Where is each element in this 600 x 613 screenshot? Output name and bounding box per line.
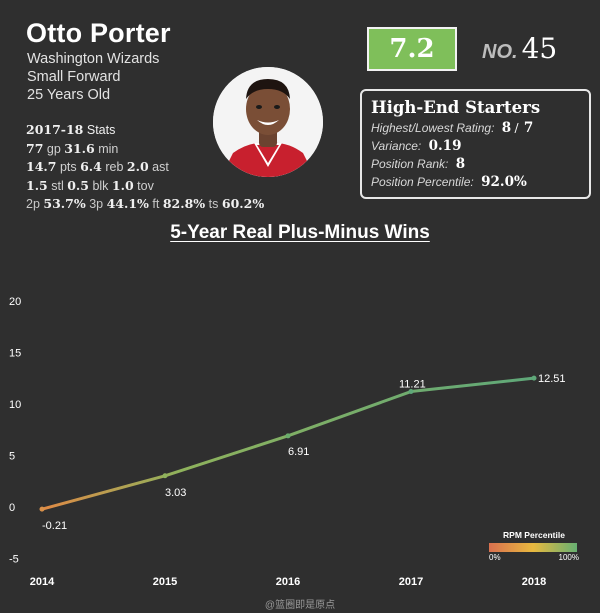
- rating-badge: 7.2: [367, 27, 457, 71]
- stat-pts: 14.7: [26, 159, 57, 175]
- stat-ft: 82.8%: [162, 196, 206, 212]
- stat-stl-label: stl: [51, 178, 64, 193]
- legend-gradient-bar: [489, 543, 577, 552]
- rank-number: 45: [521, 32, 558, 65]
- tier-lowest: 7: [523, 120, 534, 136]
- stat-blk-label: blk: [92, 178, 109, 193]
- stats-row-3: 1.5 stl 0.5 blk 1.0 tov: [26, 177, 264, 196]
- data-point: [531, 375, 537, 381]
- season: 2017-18: [26, 122, 84, 137]
- x-tick-label: 2015: [153, 576, 177, 588]
- tier-position-rank: 8: [455, 156, 466, 172]
- chart-title: 5-Year Real Plus-Minus Wins: [170, 222, 430, 243]
- tier-high-low-row: Highest/Lowest Rating: 8 / 7: [371, 119, 580, 137]
- stat-ts: 60.2%: [221, 196, 265, 212]
- legend-min-label: 0%: [489, 553, 501, 562]
- x-tick-label: 2016: [276, 576, 300, 588]
- tier-high-low-label: Highest/Lowest Rating:: [371, 121, 495, 135]
- stat-ast-label: ast: [152, 160, 169, 175]
- data-point: [162, 473, 168, 479]
- stats-block: 2017-18 Stats 77 gp 31.6 min 14.7 pts 6.…: [26, 121, 264, 214]
- player-name: Otto Porter: [26, 18, 171, 48]
- tier-variance-row: Variance: 0.19: [371, 137, 580, 155]
- stat-tov-label: tov: [137, 178, 154, 193]
- stats-row-4: 2p 53.7% 3p 44.1% ft 82.8% ts 60.2%: [26, 195, 264, 214]
- series-line: [41, 376, 535, 511]
- tier-title: High-End Starters: [371, 98, 541, 117]
- stat-ts-label: ts: [208, 197, 219, 212]
- overall-rank: NO. 45: [482, 32, 557, 65]
- data-point: [285, 433, 291, 439]
- legend: RPM Percentile 0% 100%: [489, 530, 579, 562]
- y-tick-label: 5: [9, 451, 15, 463]
- stat-reb: 6.4: [80, 159, 102, 175]
- data-label: 6.91: [288, 446, 309, 458]
- stats-season-row: 2017-18 Stats: [26, 121, 264, 140]
- data-label: 11.21: [399, 379, 426, 391]
- tier-position-rank-row: Position Rank: 8: [371, 155, 580, 173]
- tier-variance-label: Variance:: [371, 139, 422, 153]
- x-tick-label: 2018: [522, 576, 546, 588]
- stat-gp-label: gp: [46, 141, 61, 156]
- stat-gp: 77: [26, 140, 44, 156]
- stat-3p-label: 3p: [89, 197, 104, 212]
- y-tick-label: 15: [9, 348, 21, 360]
- tier-highest: 8: [501, 120, 512, 136]
- data-label: 3.03: [165, 487, 186, 499]
- stat-blk: 0.5: [67, 177, 89, 193]
- y-tick-label: -5: [9, 554, 19, 566]
- stat-2p-label: 2p: [26, 197, 40, 212]
- tier-position-percentile-label: Position Percentile:: [371, 175, 474, 189]
- player-position: Small Forward: [27, 69, 121, 85]
- tier-position-percentile-row: Position Percentile: 92.0%: [371, 173, 580, 191]
- tier-position-rank-label: Position Rank:: [371, 157, 449, 171]
- stat-ft-label: ft: [152, 197, 160, 212]
- stat-tov: 1.0: [111, 177, 134, 193]
- team-name: Washington Wizards: [27, 51, 160, 67]
- stat-stl: 1.5: [26, 177, 48, 193]
- player-avatar: [213, 67, 323, 177]
- stats-row-2: 14.7 pts 6.4 reb 2.0 ast: [26, 158, 264, 177]
- data-point: [39, 506, 45, 512]
- data-point: [408, 389, 414, 395]
- stat-2p: 53.7%: [43, 196, 86, 212]
- stat-pts-label: pts: [59, 160, 77, 175]
- tier-slash: /: [514, 121, 519, 135]
- stat-3p: 44.1%: [106, 196, 149, 212]
- watermark: @篮圈即是原点: [264, 600, 336, 611]
- rank-no-label: NO.: [482, 41, 518, 63]
- y-tick-label: 20: [9, 296, 21, 308]
- tier-card: High-End Starters Highest/Lowest Rating:…: [360, 89, 591, 199]
- y-tick-label: 0: [9, 502, 15, 514]
- x-tick-label: 2014: [30, 576, 55, 588]
- y-tick-label: 10: [9, 399, 21, 411]
- x-tick-label: 2017: [399, 576, 423, 588]
- season-label: Stats: [86, 123, 116, 137]
- tier-position-percentile: 92.0%: [481, 174, 527, 190]
- stat-min-label: min: [98, 141, 119, 156]
- tier-variance: 0.19: [428, 138, 462, 154]
- legend-title: RPM Percentile: [503, 530, 565, 540]
- stat-ast: 2.0: [126, 159, 149, 175]
- legend-max-label: 100%: [558, 553, 579, 562]
- stat-min: 31.6: [64, 140, 95, 156]
- data-label: 12.51: [538, 373, 566, 385]
- player-age: 25 Years Old: [27, 87, 111, 103]
- data-label: -0.21: [42, 520, 67, 532]
- player-photo-icon: [213, 67, 323, 177]
- stat-reb-label: reb: [105, 160, 124, 175]
- stats-row-1: 77 gp 31.6 min: [26, 140, 264, 159]
